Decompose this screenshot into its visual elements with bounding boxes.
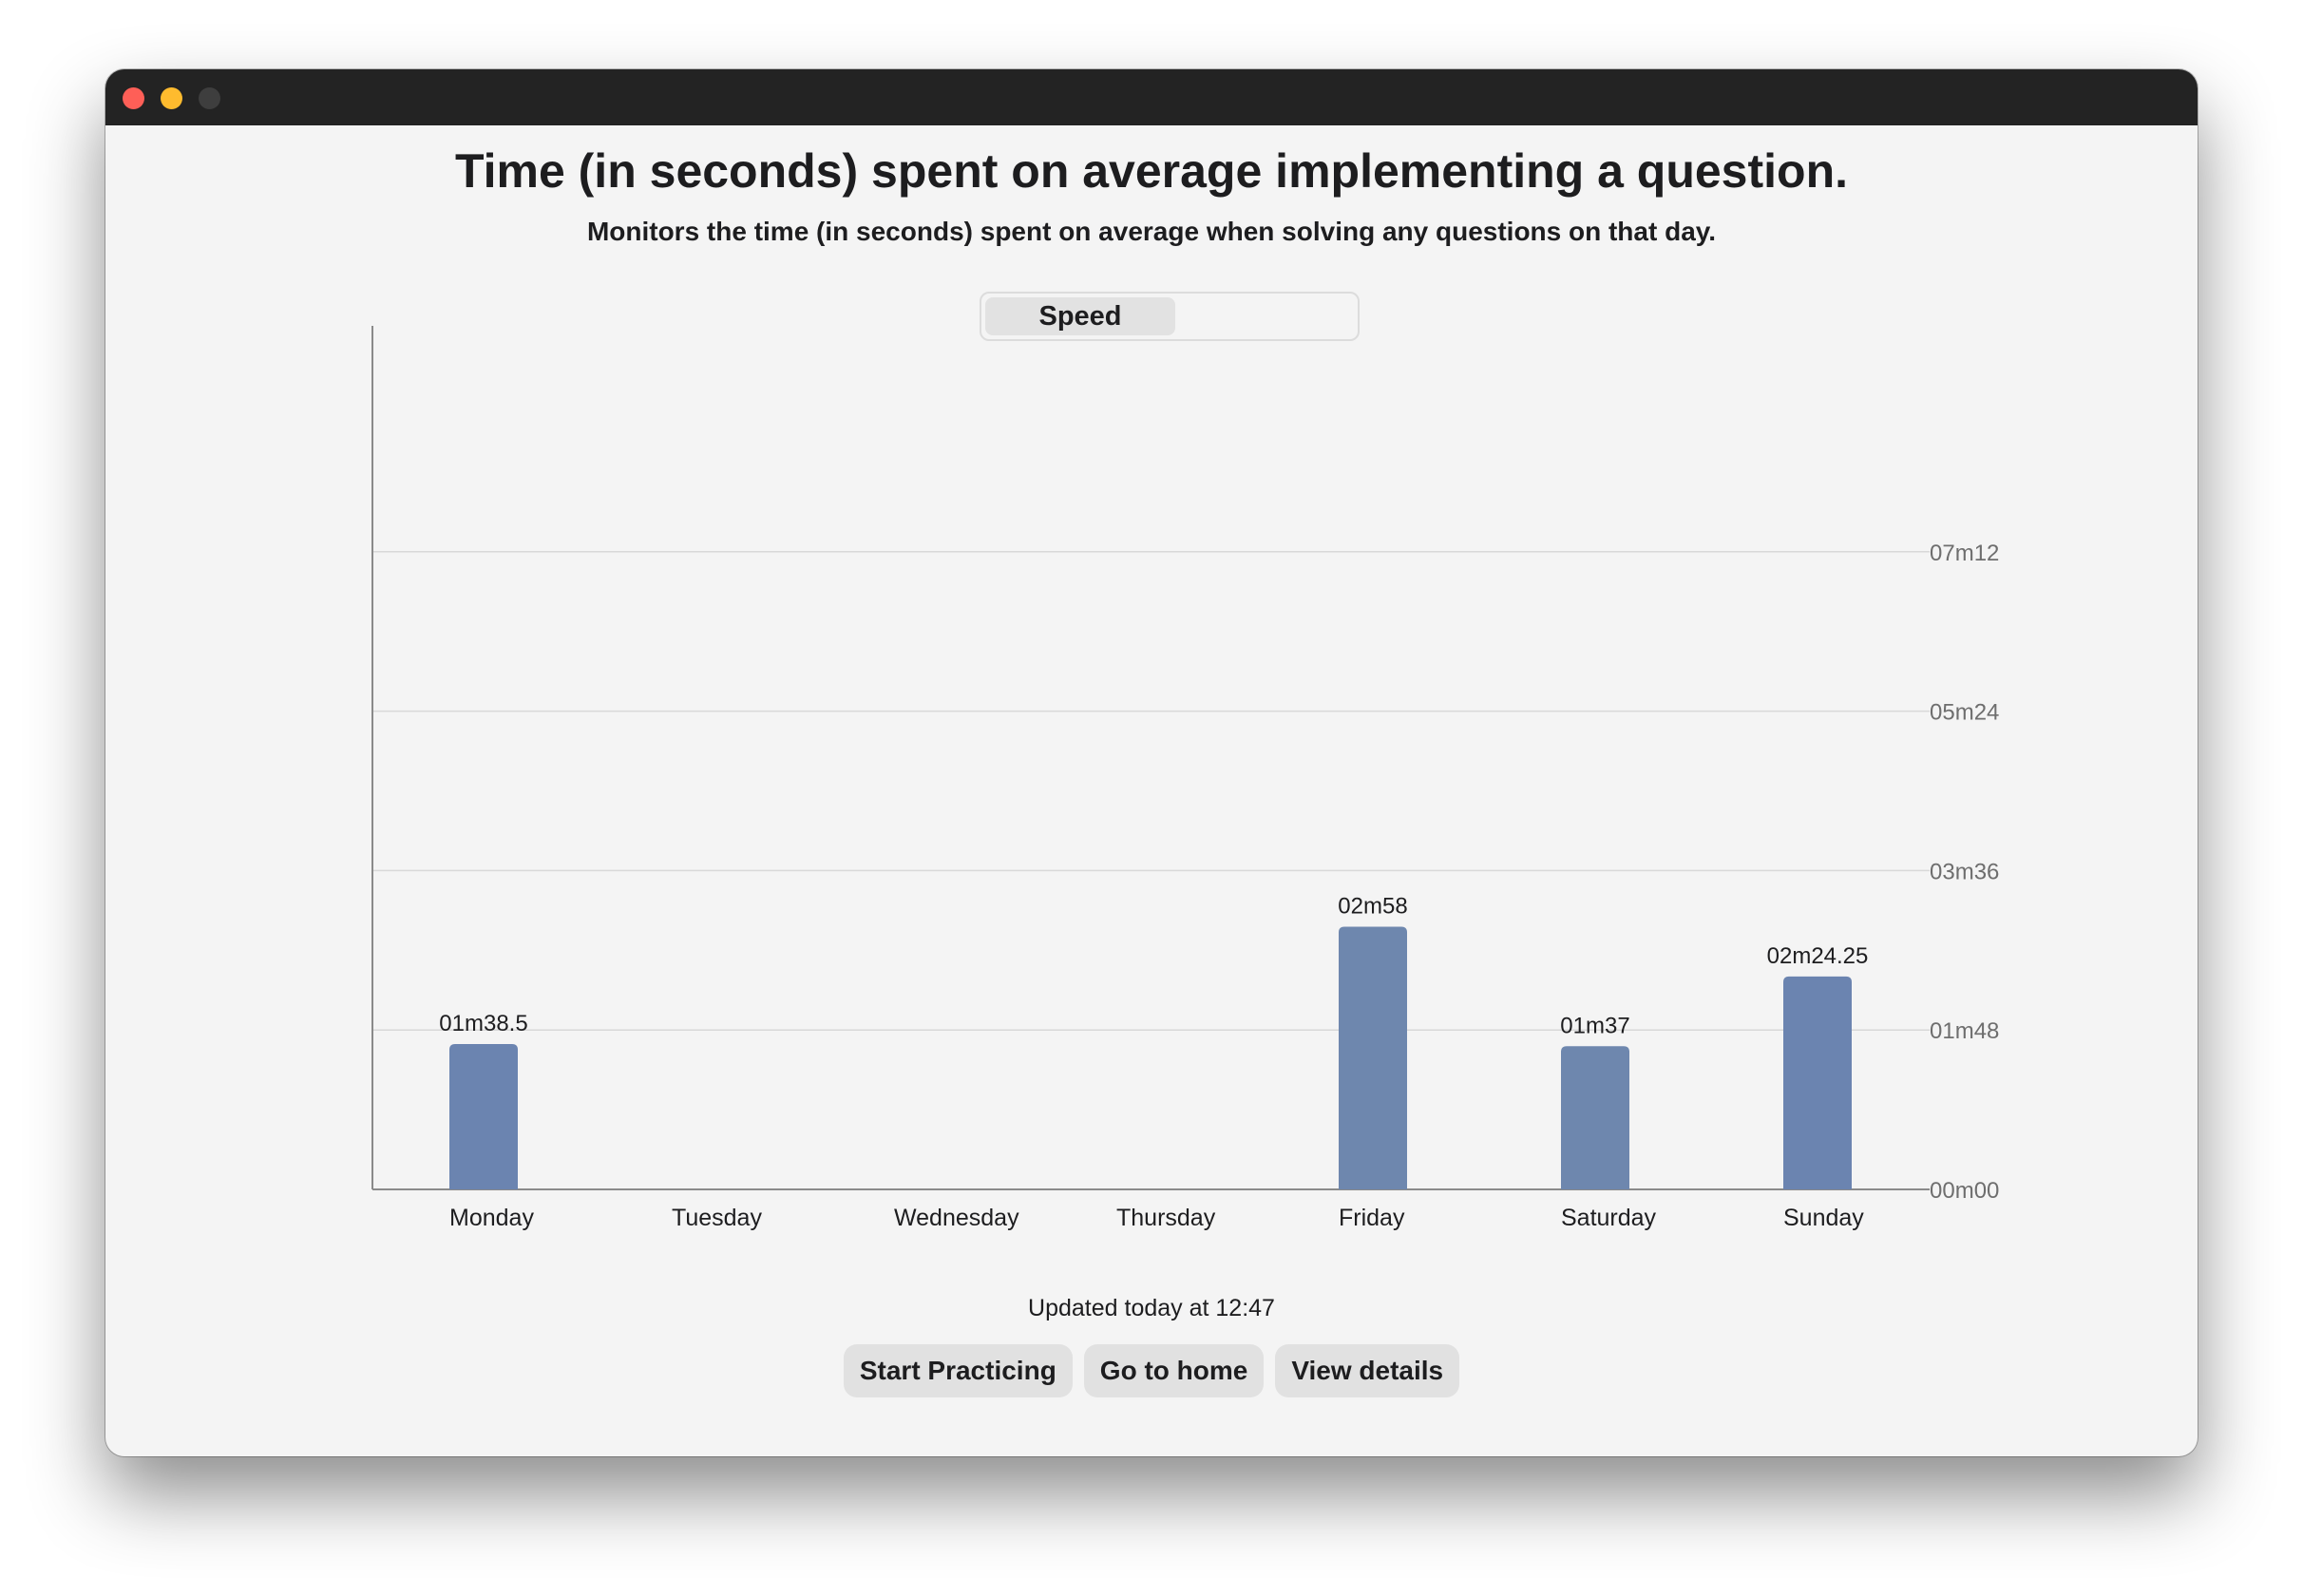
y-tick-label: 07m12 [1930,541,1999,566]
y-tick-label: 00m00 [1930,1178,1999,1204]
data-label: 02m24.25 [1767,943,1869,969]
bar-monday [449,1043,518,1189]
x-tick-label: Wednesday [894,1205,1019,1231]
x-tick-label: Saturday [1561,1205,1657,1231]
start-practicing-button[interactable]: Start Practicing [843,1344,1073,1397]
speed-bar-chart: 00m00 01m48 03m36 05m24 07m12 01m38.5 Monday Tu… [371,326,1999,1231]
view-details-button[interactable]: View details [1275,1344,1460,1397]
page-title: Time (in seconds) spent on average imple… [454,144,1849,198]
y-tick-label: 05m24 [1930,700,1999,726]
segment-speed[interactable]: Speed [985,297,1175,335]
x-tick-label: Monday [449,1205,534,1231]
data-label: 01m37 [1560,1013,1629,1038]
page-subtitle: Monitors the time (in seconds) spent on … [586,217,1717,246]
x-tick-label: Thursday [1116,1205,1216,1231]
minimize-window-button[interactable] [161,87,182,109]
bar-sunday [1783,976,1852,1189]
updated-timestamp: Updated today at 12:47 [1028,1295,1275,1321]
action-buttons: Start Practicing Go to home View details [105,1344,2198,1397]
y-tick-label: 03m36 [1930,859,1999,884]
x-tick-label: Friday [1339,1205,1405,1231]
x-tick-label: Sunday [1783,1205,1864,1231]
close-window-button[interactable] [123,87,144,109]
x-tick-label: Tuesday [672,1205,762,1231]
data-label: 02m58 [1338,893,1407,919]
data-label: 01m38.5 [439,1011,527,1036]
bar-friday [1339,926,1407,1189]
title-bar [105,69,2198,125]
zoom-window-button[interactable] [199,87,220,109]
app-window: Time (in seconds) spent on average imple… [105,69,2198,1456]
y-tick-label: 01m48 [1930,1018,1999,1044]
go-to-home-button[interactable]: Go to home [1083,1344,1265,1397]
bar-saturday [1561,1046,1629,1189]
metric-segmented-control: Speed [980,292,1360,341]
